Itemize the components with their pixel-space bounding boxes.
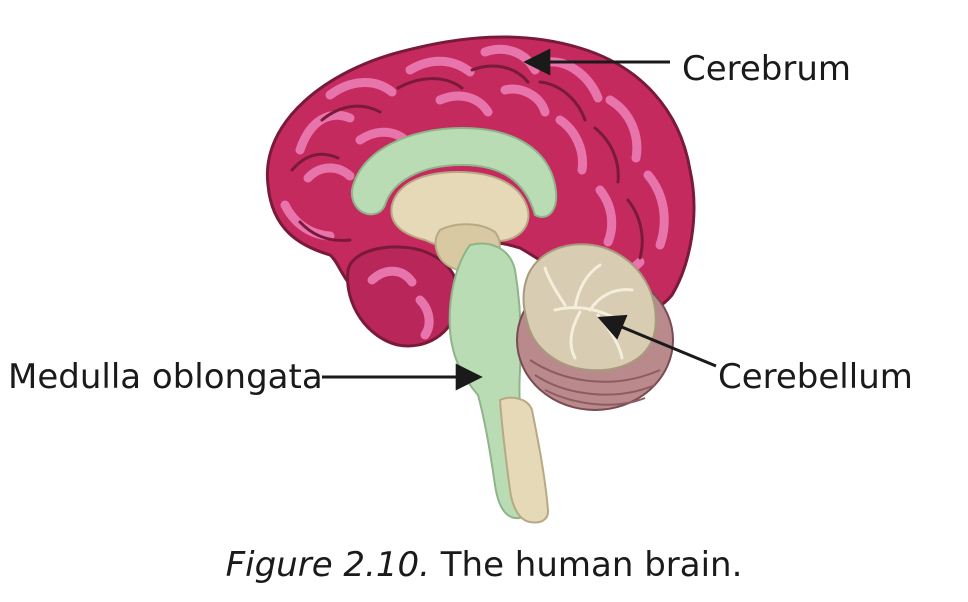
- figure-number: Figure 2.10.: [225, 545, 430, 585]
- arbor-vitae-lines: [543, 263, 634, 360]
- thalamus-shape: [390, 170, 530, 249]
- sulci-lines: [290, 64, 644, 260]
- corpus-callosum-shape: [350, 126, 558, 218]
- cerebrum-label: Cerebrum: [682, 49, 852, 89]
- medulla-oblongata-label: Medulla oblongata: [8, 357, 323, 397]
- cerebellum-arrow: [597, 314, 717, 368]
- cerebellum-label: Cerebellum: [718, 357, 913, 397]
- caption-text: The human brain.: [440, 545, 743, 585]
- figure-caption: Figure 2.10. The human brain.: [0, 548, 968, 582]
- cerebellum-folia: [529, 359, 661, 406]
- spinal-cord-shape: [498, 396, 550, 524]
